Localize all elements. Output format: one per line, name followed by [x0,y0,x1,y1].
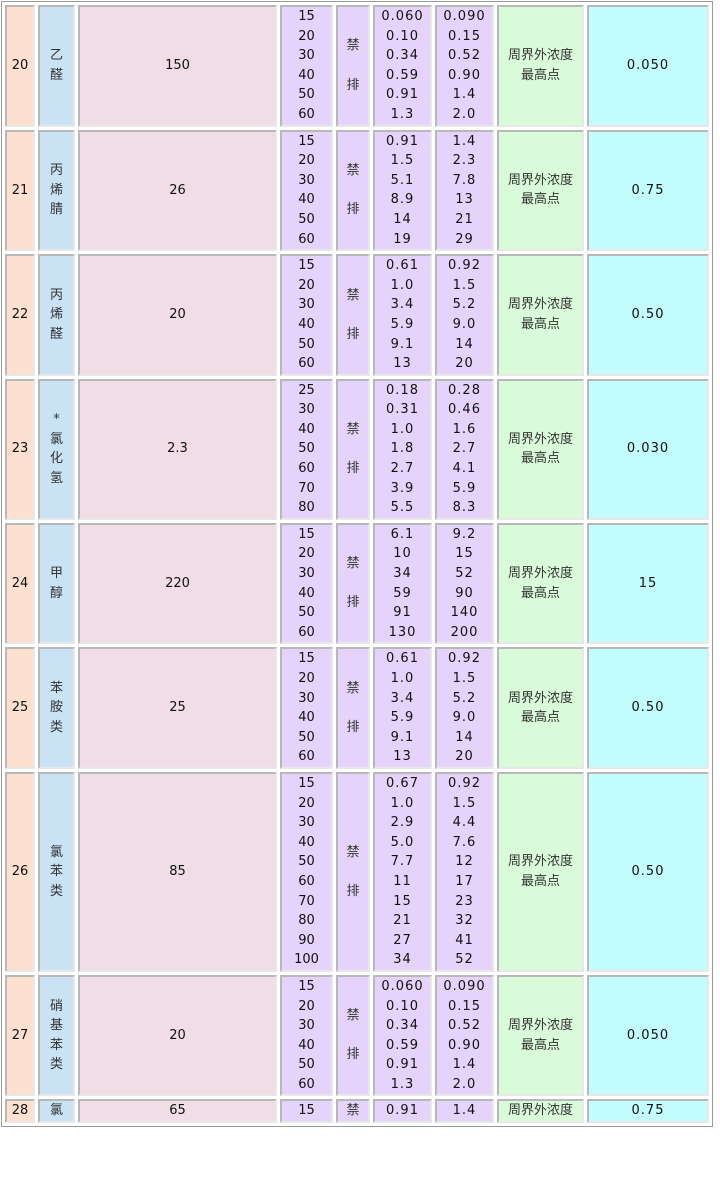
rate-level-three-cell: 0.090 0.15 0.52 0.90 1.4 2.0 [435,974,494,1097]
pollutant-name-cell: 氯 苯 类 [38,771,75,972]
pollutant-name-cell: 乙 醛 [38,5,75,127]
row-number-cell: 20 [5,5,35,127]
pollutant-name-cell: 丙 烯 醛 [38,254,75,376]
pollutant-name-cell: 氯 [38,1099,75,1124]
max-concentration-cell: 25 [78,647,277,769]
concentration-limit-cell: 0.50 [587,254,709,376]
concentration-limit-cell: 0.75 [587,1099,709,1124]
row-number-cell: 23 [5,378,35,520]
max-concentration-cell: 2.3 [78,378,277,520]
rate-level-three-cell: 0.92 1.5 5.2 9.0 14 20 [435,254,494,376]
concentration-limit-cell: 0.050 [587,974,709,1097]
row-number-cell: 28 [5,1099,35,1124]
pollutant-name-cell: 硝 基 苯 类 [38,974,75,1097]
stack-heights-cell: 15 20 30 40 50 60 [280,974,333,1097]
stack-heights-cell: 15 20 30 40 50 60 [280,129,333,252]
pollutant-name-cell: 甲 醇 [38,522,75,645]
rate-level-two-cell: 0.91 1.5 5.1 8.9 14 19 [373,129,432,252]
monitoring-location-cell: 周界外浓度 最高点 [497,378,584,520]
stack-heights-cell: 15 20 30 40 50 60 [280,647,333,769]
row-number-cell: 22 [5,254,35,376]
rate-level-two-cell: 0.91 [373,1099,432,1124]
monitoring-location-cell: 周界外浓度 最高点 [497,647,584,769]
max-concentration-cell: 220 [78,522,277,645]
stack-heights-cell: 15 20 30 40 50 60 [280,5,333,127]
concentration-limit-cell: 0.75 [587,129,709,252]
monitoring-location-cell: 周界外浓度 最高点 [497,254,584,376]
pollutant-name-cell: 苯 胺 类 [38,647,75,769]
level-one-prohibited-cell: 禁 [336,1099,370,1124]
stack-heights-cell: 15 20 30 40 50 60 70 80 90 100 [280,771,333,972]
max-concentration-cell: 65 [78,1099,277,1124]
max-concentration-cell: 150 [78,5,277,127]
table-row: 20 乙 醛 150 15 20 30 40 50 60 禁 排 0.060 0.10 0… [5,5,709,127]
level-one-prohibited-cell: 禁 排 [336,974,370,1097]
rate-level-three-cell: 0.090 0.15 0.52 0.90 1.4 2.0 [435,5,494,127]
monitoring-location-cell: 周界外浓度 最高点 [497,5,584,127]
monitoring-location-cell: 周界外浓度 最高点 [497,974,584,1097]
table-row: 25 苯 胺 类 25 15 20 30 40 50 60 禁 排 0.61 1.0 3.… [5,647,709,769]
max-concentration-cell: 20 [78,974,277,1097]
emission-standards-table: 20 乙 醛 150 15 20 30 40 50 60 禁 排 0.060 0.10 0… [1,1,713,1128]
monitoring-location-cell: 周界外浓度 最高点 [497,771,584,972]
monitoring-location-cell: 周界外浓度 最高点 [497,129,584,252]
monitoring-location-cell: 周界外浓度 最高点 [497,522,584,645]
pollutant-name-cell: * 氯 化 氢 [38,378,75,520]
concentration-limit-cell: 0.50 [587,647,709,769]
rate-level-two-cell: 0.060 0.10 0.34 0.59 0.91 1.3 [373,5,432,127]
rate-level-two-cell: 0.18 0.31 1.0 1.8 2.7 3.9 5.5 [373,378,432,520]
table-row: 27 硝 基 苯 类 20 15 20 30 40 50 60 禁 排 0.060 0.1… [5,974,709,1097]
table-row: 28 氯 65 15 禁 0.91 1.4 周界外浓度 0.75 [5,1099,709,1124]
stack-heights-cell: 15 [280,1099,333,1124]
table-row: 23 * 氯 化 氢 2.3 25 30 40 50 60 70 80 禁 排 0.18 … [5,378,709,520]
rate-level-three-cell: 9.2 15 52 90 140 200 [435,522,494,645]
rate-level-three-cell: 1.4 [435,1099,494,1124]
level-one-prohibited-cell: 禁 排 [336,5,370,127]
rate-level-three-cell: 0.28 0.46 1.6 2.7 4.1 5.9 8.3 [435,378,494,520]
rate-level-two-cell: 0.61 1.0 3.4 5.9 9.1 13 [373,647,432,769]
monitoring-location-cell: 周界外浓度 [497,1099,584,1124]
rate-level-three-cell: 0.92 1.5 5.2 9.0 14 20 [435,647,494,769]
row-number-cell: 21 [5,129,35,252]
rate-level-two-cell: 0.67 1.0 2.9 5.0 7.7 11 15 21 27 34 [373,771,432,972]
level-one-prohibited-cell: 禁 排 [336,254,370,376]
stack-heights-cell: 15 20 30 40 50 60 [280,522,333,645]
level-one-prohibited-cell: 禁 排 [336,129,370,252]
row-number-cell: 26 [5,771,35,972]
stack-heights-cell: 25 30 40 50 60 70 80 [280,378,333,520]
table-row: 26 氯 苯 类 85 15 20 30 40 50 60 70 80 90 100 禁… [5,771,709,972]
row-number-cell: 27 [5,974,35,1097]
rate-level-three-cell: 1.4 2.3 7.8 13 21 29 [435,129,494,252]
table-row: 24 甲 醇 220 15 20 30 40 50 60 禁 排 6.1 10 34 59… [5,522,709,645]
rate-level-three-cell: 0.92 1.5 4.4 7.6 12 17 23 32 41 52 [435,771,494,972]
level-one-prohibited-cell: 禁 排 [336,522,370,645]
concentration-limit-cell: 15 [587,522,709,645]
concentration-limit-cell: 0.50 [587,771,709,972]
concentration-limit-cell: 0.050 [587,5,709,127]
table-row: 21 丙 烯 腈 26 15 20 30 40 50 60 禁 排 0.91 1.5 5.… [5,129,709,252]
rate-level-two-cell: 0.61 1.0 3.4 5.9 9.1 13 [373,254,432,376]
level-one-prohibited-cell: 禁 排 [336,771,370,972]
max-concentration-cell: 20 [78,254,277,376]
max-concentration-cell: 85 [78,771,277,972]
table-body: 20 乙 醛 150 15 20 30 40 50 60 禁 排 0.060 0.10 0… [5,5,709,1124]
stack-heights-cell: 15 20 30 40 50 60 [280,254,333,376]
concentration-limit-cell: 0.030 [587,378,709,520]
rate-level-two-cell: 6.1 10 34 59 91 130 [373,522,432,645]
row-number-cell: 25 [5,647,35,769]
pollutant-name-cell: 丙 烯 腈 [38,129,75,252]
max-concentration-cell: 26 [78,129,277,252]
table-row: 22 丙 烯 醛 20 15 20 30 40 50 60 禁 排 0.61 1.0 3.… [5,254,709,376]
level-one-prohibited-cell: 禁 排 [336,647,370,769]
row-number-cell: 24 [5,522,35,645]
rate-level-two-cell: 0.060 0.10 0.34 0.59 0.91 1.3 [373,974,432,1097]
level-one-prohibited-cell: 禁 排 [336,378,370,520]
